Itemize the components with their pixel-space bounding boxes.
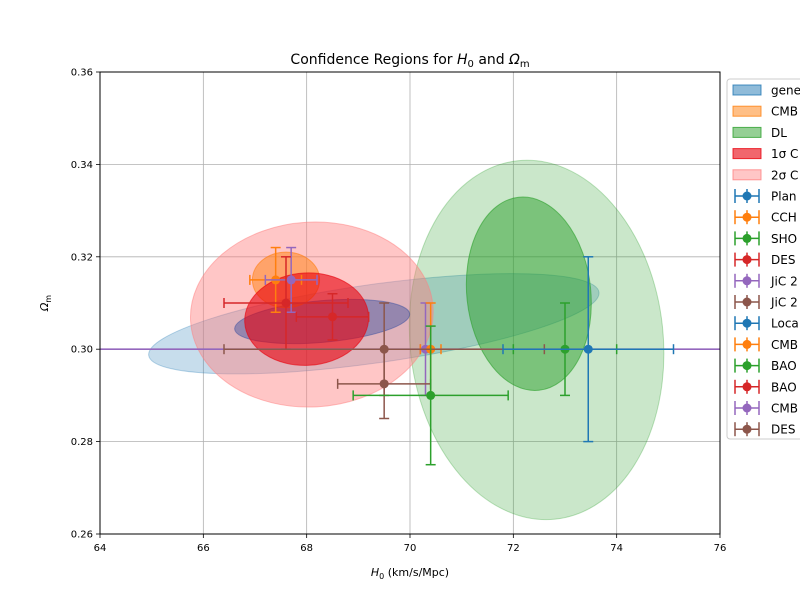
point-marker bbox=[583, 344, 593, 354]
x-tick-label: 66 bbox=[197, 543, 210, 554]
legend-marker bbox=[742, 233, 752, 243]
legend-label: BAO bbox=[771, 359, 797, 373]
data-point bbox=[295, 293, 370, 341]
x-axis-label: H0 (km/s/Mpc) bbox=[371, 566, 449, 581]
y-tick-label: 0.30 bbox=[71, 345, 93, 356]
legend-marker bbox=[742, 382, 752, 392]
point-marker bbox=[328, 312, 337, 322]
y-tick-label: 0.36 bbox=[71, 68, 93, 79]
legend-item: gene bbox=[732, 84, 800, 98]
x-tick-label: 72 bbox=[507, 543, 520, 554]
legend-marker bbox=[742, 297, 752, 307]
legend-item: BAO bbox=[734, 379, 797, 394]
legend-item: JiC 2 bbox=[734, 273, 798, 288]
y-tick-label: 0.26 bbox=[71, 530, 93, 541]
data-point bbox=[352, 325, 509, 466]
legend-label: CMB bbox=[771, 105, 798, 119]
legend-item: 1σ C bbox=[732, 147, 798, 161]
legend-item: SHO bbox=[734, 231, 797, 246]
legend-item: Loca bbox=[734, 316, 799, 331]
legend-marker bbox=[742, 212, 752, 222]
data-point bbox=[502, 256, 675, 443]
legend-marker bbox=[742, 318, 752, 328]
legend-swatch bbox=[732, 169, 762, 181]
legend-item: CMB bbox=[734, 337, 798, 352]
legend-item: 2σ C bbox=[732, 168, 798, 182]
legend-swatch bbox=[732, 126, 762, 138]
legend-swatch bbox=[732, 105, 762, 117]
data-point bbox=[336, 348, 432, 420]
legend-label: CMB bbox=[771, 402, 798, 416]
legend-label: JiC 2 bbox=[770, 296, 798, 310]
x-tick-label: 68 bbox=[300, 543, 313, 554]
confidence-ellipse bbox=[465, 196, 592, 391]
x-tick-label: 64 bbox=[94, 543, 107, 554]
legend-item: BAO bbox=[734, 358, 797, 373]
legend-frame bbox=[726, 78, 800, 440]
legend-marker bbox=[742, 255, 752, 265]
legend-label: SHO bbox=[771, 232, 797, 246]
point-marker bbox=[286, 275, 296, 285]
legend-label: DES bbox=[771, 253, 795, 267]
y-axis-label: Ωm bbox=[38, 295, 53, 312]
legend-label: CMB bbox=[771, 338, 798, 352]
point-marker bbox=[281, 298, 291, 308]
confidence-ellipses bbox=[148, 159, 665, 521]
legend-item: DES bbox=[734, 422, 795, 437]
legend-label: CCH bbox=[771, 211, 797, 225]
legend-swatch bbox=[732, 84, 762, 96]
legend-label: Loca bbox=[771, 317, 799, 331]
legend-marker bbox=[742, 424, 752, 434]
legend-marker bbox=[742, 403, 752, 413]
y-tick-label: 0.28 bbox=[71, 437, 93, 448]
data-point bbox=[264, 246, 318, 313]
legend-item: DL bbox=[732, 126, 787, 140]
legend-item: CCH bbox=[734, 210, 797, 225]
legend-item: Plan bbox=[734, 189, 797, 204]
y-tick-label: 0.32 bbox=[71, 252, 93, 263]
legend-item: DES bbox=[734, 252, 795, 267]
legend-item: CMB bbox=[734, 401, 798, 416]
data-points bbox=[223, 246, 675, 466]
legend-item: JiC 2 bbox=[734, 295, 798, 310]
legend-marker bbox=[742, 191, 752, 201]
y-tick-label: 0.34 bbox=[71, 160, 93, 171]
legend-label: Plan bbox=[771, 190, 797, 204]
legend-marker bbox=[742, 276, 752, 286]
y-axis-ticks: 0.26 0.28 0.30 0.32 0.34 0.36 bbox=[71, 68, 100, 541]
legend-marker bbox=[742, 361, 752, 371]
legend: gene CMB DL 1σ C 2σ C Plan CCH SHO DES JiC 2 JiC 2… bbox=[726, 78, 800, 440]
legend-item: CMB bbox=[732, 105, 798, 119]
point-marker bbox=[426, 390, 436, 400]
point-marker bbox=[379, 379, 389, 389]
legend-label: 2σ C bbox=[771, 168, 798, 182]
legend-label: gene bbox=[771, 84, 800, 98]
legend-marker bbox=[742, 339, 752, 349]
legend-swatch bbox=[732, 148, 762, 160]
x-tick-label: 76 bbox=[714, 543, 727, 554]
legend-label: 1σ C bbox=[771, 147, 798, 161]
legend-label: JiC 2 bbox=[770, 274, 798, 288]
legend-label: DES bbox=[771, 423, 795, 437]
x-tick-label: 70 bbox=[404, 543, 417, 554]
x-tick-label: 74 bbox=[610, 543, 623, 554]
x-axis-ticks: 64 66 68 70 72 74 76 bbox=[94, 534, 727, 554]
legend-label: DL bbox=[771, 126, 787, 140]
legend-label: BAO bbox=[771, 380, 797, 394]
chart-title: Confidence Regions for H0 and Ωm bbox=[290, 52, 529, 70]
